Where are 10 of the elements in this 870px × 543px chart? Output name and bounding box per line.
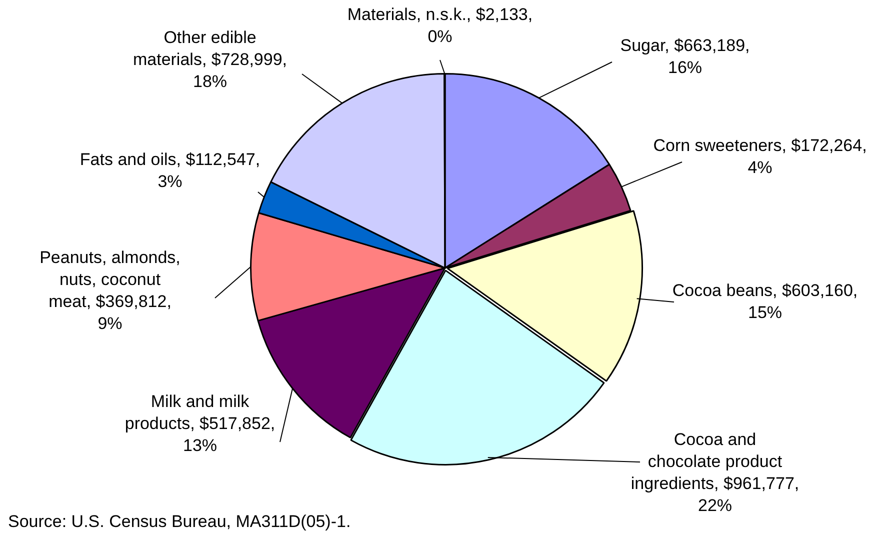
slice-label: Cocoa and chocolate product ingredients, $961,777, 22% — [630, 430, 800, 516]
slice-label: Materials, n.s.k., $2,133, 0% — [347, 5, 533, 46]
slice-label: Fats and oils, $112,547, 3% — [80, 150, 260, 192]
slice-label: Corn sweeteners, $172,264, 4% — [653, 136, 867, 178]
slice-label: Other edible materials, $728,999, 18% — [132, 28, 288, 92]
source-note: Source: U.S. Census Bureau, MA311D(05)-1. — [8, 512, 351, 532]
legend-label: Peanuts, almonds, nuts, coconut meat, $369,812, 9% — [40, 248, 180, 334]
slice-label: Cocoa beans, $603,160, 15% — [672, 281, 858, 322]
slice-label: Milk and milk products, $517,852, 13% — [124, 392, 276, 456]
slice-label: Sugar, $663,189, 16% — [620, 36, 750, 78]
